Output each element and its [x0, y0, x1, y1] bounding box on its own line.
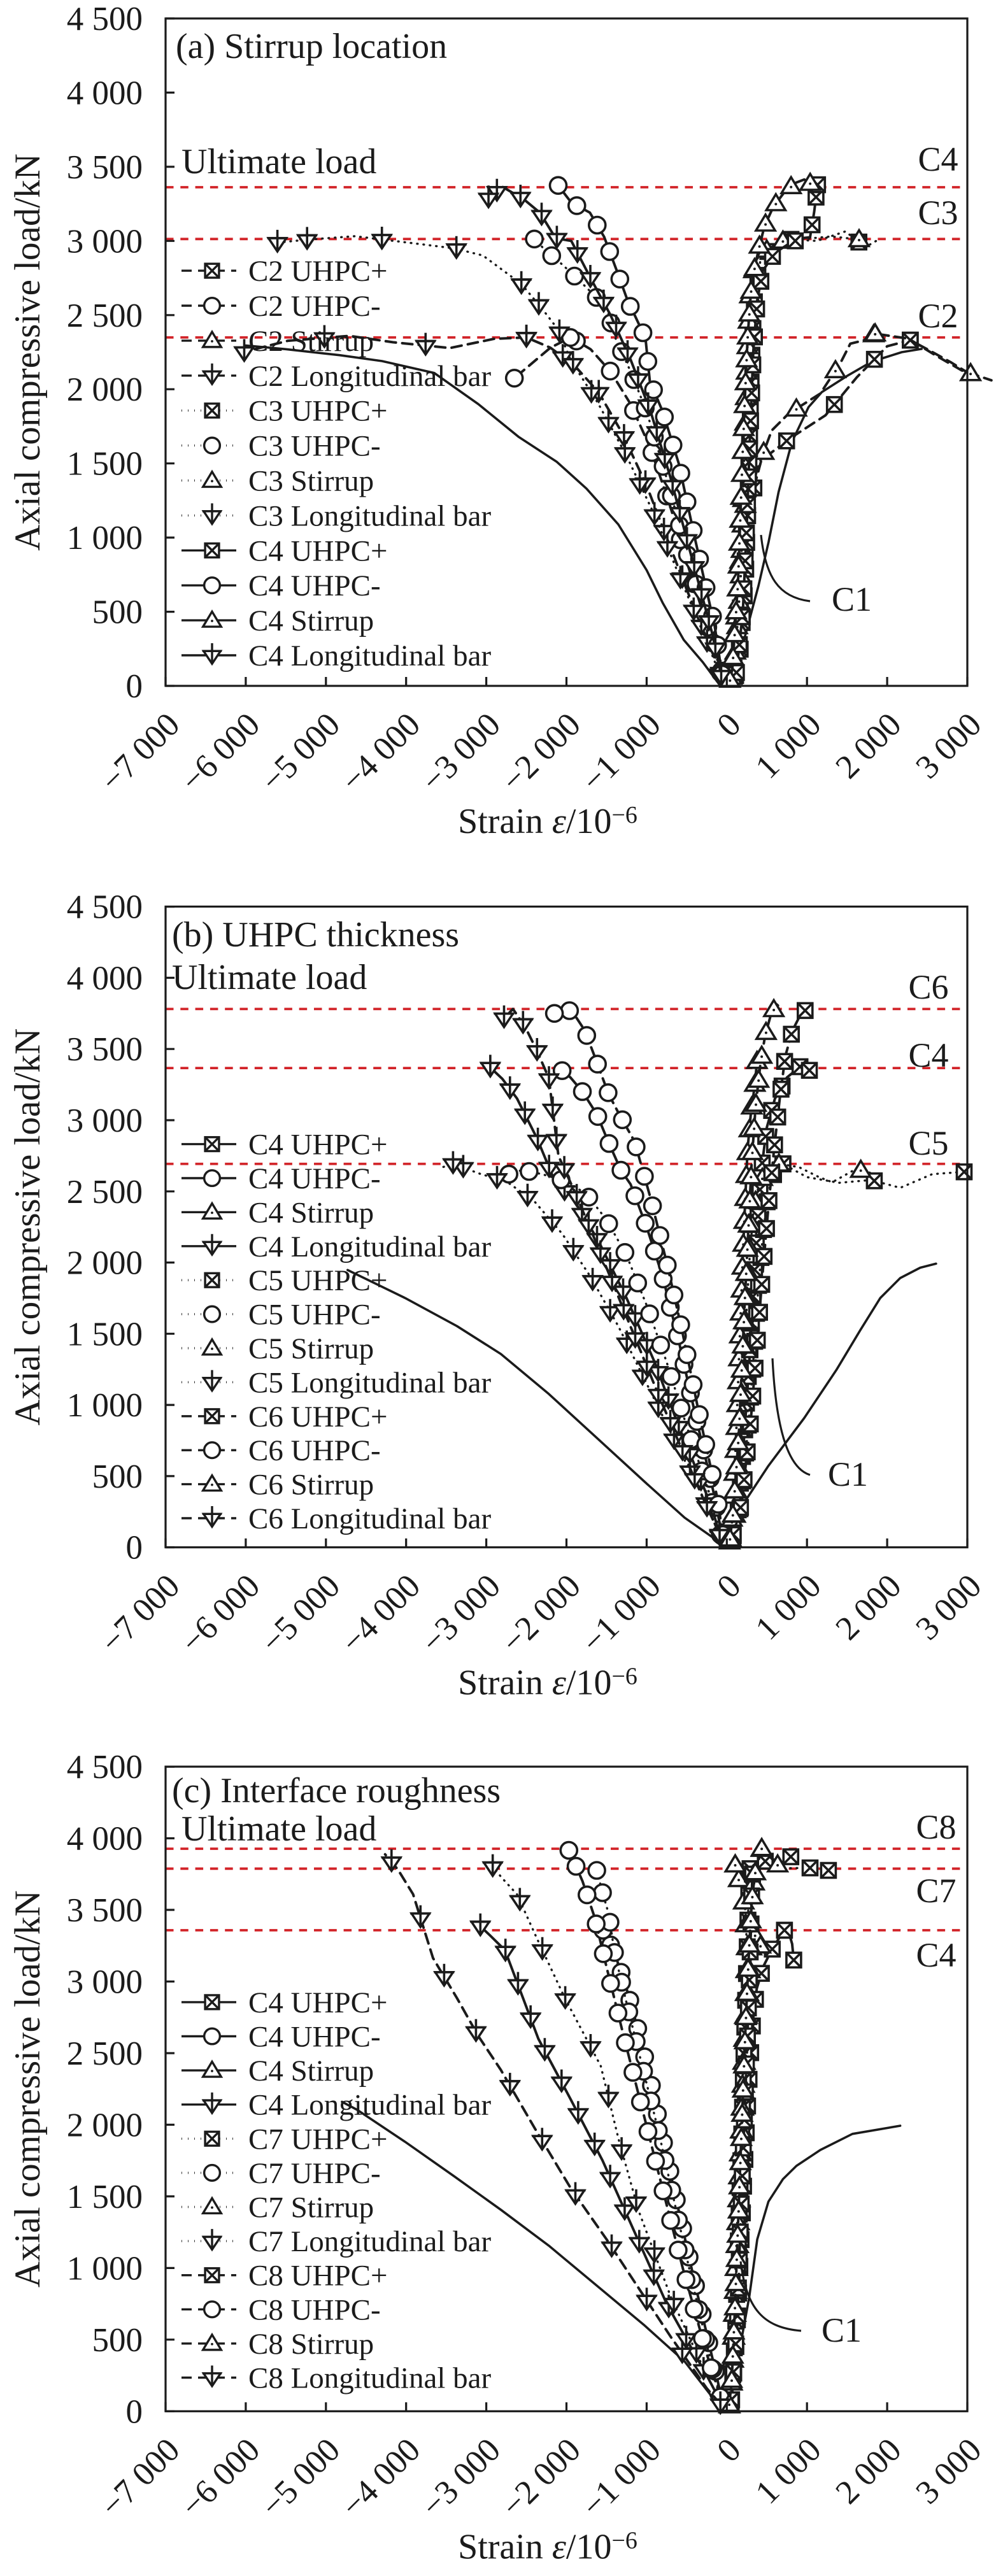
svg-text:C5 UHPC-: C5 UHPC- [248, 1299, 381, 1332]
svg-text:C3 UHPC-: C3 UHPC- [248, 430, 381, 463]
svg-text:0: 0 [126, 668, 143, 705]
svg-text:C4 UHPC+: C4 UHPC+ [248, 1128, 387, 1162]
svg-text:1 000: 1 000 [67, 1387, 143, 1424]
svg-text:C6 UHPC-: C6 UHPC- [248, 1434, 381, 1467]
svg-text:C7 UHPC-: C7 UHPC- [248, 2157, 381, 2190]
svg-text:4 000: 4 000 [67, 1821, 143, 1858]
svg-text:C1: C1 [828, 1455, 868, 1493]
svg-text:C3 Longitudinal bar: C3 Longitudinal bar [248, 499, 492, 532]
svg-text:1 500: 1 500 [67, 1316, 143, 1353]
svg-text:C1: C1 [832, 580, 872, 618]
svg-text:Ultimate load: Ultimate load [181, 142, 376, 181]
svg-text:C4 Stirrup: C4 Stirrup [248, 2054, 374, 2088]
svg-text:3 000: 3 000 [67, 1964, 143, 2001]
svg-text:C4: C4 [918, 140, 958, 178]
svg-text:Ultimate load: Ultimate load [181, 1809, 376, 1849]
svg-text:C5 Longitudinal bar: C5 Longitudinal bar [248, 1366, 492, 1399]
svg-text:1 500: 1 500 [67, 446, 143, 483]
svg-text:1 500: 1 500 [67, 2179, 143, 2216]
svg-text:C2 Longitudinal bar: C2 Longitudinal bar [248, 360, 492, 393]
svg-text:C2: C2 [918, 297, 958, 335]
svg-text:C4 Longitudinal bar: C4 Longitudinal bar [248, 1230, 492, 1263]
svg-text:3 000: 3 000 [67, 223, 143, 260]
svg-text:Ultimate load: Ultimate load [172, 958, 367, 997]
svg-text:C7 Stirrup: C7 Stirrup [248, 2191, 374, 2224]
svg-text:C7: C7 [916, 1872, 956, 1910]
svg-text:4 000: 4 000 [67, 75, 143, 111]
svg-text:C4 Stirrup: C4 Stirrup [248, 1196, 374, 1229]
svg-text:C4: C4 [908, 1036, 948, 1074]
svg-text:C2 UHPC-: C2 UHPC- [248, 290, 381, 323]
svg-text:1 000: 1 000 [67, 520, 143, 557]
svg-text:C6 Longitudinal bar: C6 Longitudinal bar [248, 1502, 492, 1535]
svg-text:C4 Longitudinal bar: C4 Longitudinal bar [248, 2089, 492, 2122]
svg-text:C8 UHPC-: C8 UHPC- [248, 2293, 381, 2326]
svg-text:3 500: 3 500 [67, 1892, 143, 1929]
svg-text:4 500: 4 500 [67, 1749, 143, 1786]
svg-text:Axial compressive load/kN: Axial compressive load/kN [8, 1028, 48, 1426]
svg-text:C6 Stirrup: C6 Stirrup [248, 1469, 374, 1502]
svg-text:Strain ε/10−6: Strain ε/10−6 [458, 1663, 637, 1703]
svg-text:500: 500 [92, 594, 143, 631]
svg-text:C5: C5 [908, 1124, 948, 1162]
svg-text:C4 UHPC-: C4 UHPC- [248, 569, 381, 602]
svg-text:C4 UHPC+: C4 UHPC+ [248, 534, 387, 567]
svg-text:2 000: 2 000 [67, 1245, 143, 1282]
svg-text:(a) Stirrup location: (a) Stirrup location [176, 27, 447, 66]
svg-text:2 500: 2 500 [67, 2035, 143, 2072]
svg-text:Strain ε/10−6: Strain ε/10−6 [458, 2527, 637, 2566]
svg-text:C8 UHPC+: C8 UHPC+ [248, 2259, 387, 2293]
svg-text:C2 UHPC+: C2 UHPC+ [248, 255, 387, 288]
svg-text:Axial compressive load/kN: Axial compressive load/kN [8, 1890, 48, 2288]
svg-text:2 500: 2 500 [67, 297, 143, 334]
svg-text:C6: C6 [908, 968, 948, 1006]
svg-text:C4 Stirrup: C4 Stirrup [248, 604, 374, 637]
svg-text:C4 UHPC-: C4 UHPC- [248, 2021, 381, 2054]
svg-text:C4: C4 [916, 1936, 956, 1974]
svg-text:C5 Stirrup: C5 Stirrup [248, 1332, 374, 1365]
svg-text:C8 Stirrup: C8 Stirrup [248, 2328, 374, 2361]
svg-text:C3: C3 [918, 194, 958, 232]
svg-text:C1: C1 [822, 2311, 862, 2349]
svg-text:C3 Stirrup: C3 Stirrup [248, 465, 374, 498]
svg-text:0: 0 [126, 1530, 143, 1567]
svg-text:0: 0 [126, 2393, 143, 2430]
svg-text:C7 Longitudinal bar: C7 Longitudinal bar [248, 2225, 492, 2258]
svg-text:3 500: 3 500 [67, 149, 143, 186]
svg-text:4 000: 4 000 [67, 960, 143, 997]
svg-text:2 500: 2 500 [67, 1174, 143, 1211]
svg-text:2 000: 2 000 [67, 2107, 143, 2144]
svg-text:1 000: 1 000 [67, 2250, 143, 2287]
svg-text:C5 UHPC+: C5 UHPC+ [248, 1264, 387, 1297]
svg-text:C4 UHPC+: C4 UHPC+ [248, 1986, 387, 2019]
svg-text:C3 UHPC+: C3 UHPC+ [248, 395, 387, 428]
svg-text:4 500: 4 500 [67, 889, 143, 926]
svg-text:C8: C8 [916, 1808, 956, 1846]
svg-text:C2 Stirrup: C2 Stirrup [248, 325, 374, 358]
svg-text:(c) Interface roughness: (c) Interface roughness [172, 1771, 501, 1811]
svg-text:Axial compressive load/kN: Axial compressive load/kN [8, 153, 48, 551]
svg-text:Strain ε/10−6: Strain ε/10−6 [458, 802, 637, 841]
svg-text:500: 500 [92, 1458, 143, 1495]
svg-text:(b) UHPC thickness: (b) UHPC thickness [172, 915, 459, 955]
svg-text:500: 500 [92, 2322, 143, 2359]
svg-text:C8 Longitudinal bar: C8 Longitudinal bar [248, 2362, 492, 2395]
svg-text:C4 UHPC-: C4 UHPC- [248, 1162, 381, 1195]
svg-text:C7 UHPC+: C7 UHPC+ [248, 2123, 387, 2156]
svg-text:4 500: 4 500 [67, 1, 143, 38]
svg-text:C6 UHPC+: C6 UHPC+ [248, 1400, 387, 1434]
svg-text:2 000: 2 000 [67, 371, 143, 408]
svg-text:3 500: 3 500 [67, 1031, 143, 1068]
svg-text:3 000: 3 000 [67, 1102, 143, 1139]
svg-text:C4 Longitudinal bar: C4 Longitudinal bar [248, 639, 492, 672]
